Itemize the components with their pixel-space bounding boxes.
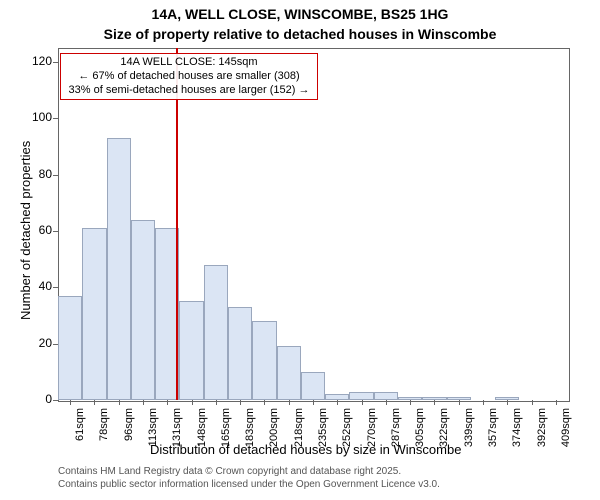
x-tick-label: 113sqm bbox=[147, 408, 159, 458]
y-tick-label: 120 bbox=[22, 54, 52, 68]
x-tick-label: 200sqm bbox=[268, 408, 280, 458]
y-tick-label: 40 bbox=[22, 279, 52, 293]
x-tick-label: 409sqm bbox=[560, 408, 572, 458]
histogram-bar bbox=[374, 392, 398, 400]
histogram-bar bbox=[179, 301, 203, 400]
histogram-bar bbox=[349, 392, 373, 400]
x-tick-label: 287sqm bbox=[390, 408, 402, 458]
y-tick-label: 80 bbox=[22, 167, 52, 181]
chart-title-address: 14A, WELL CLOSE, WINSCOMBE, BS25 1HG bbox=[0, 6, 600, 22]
histogram-bar bbox=[398, 397, 422, 400]
annotation-box: 14A WELL CLOSE: 145sqm ← 67% of detached… bbox=[60, 53, 318, 100]
annotation-line: 14A WELL CLOSE: 145sqm bbox=[65, 56, 313, 70]
x-tick-label: 131sqm bbox=[171, 408, 183, 458]
x-tick-label: 96sqm bbox=[123, 408, 135, 458]
annotation-line: ← 67% of detached houses are smaller (30… bbox=[65, 70, 313, 84]
histogram-bar bbox=[58, 296, 82, 400]
x-tick-label: 148sqm bbox=[196, 408, 208, 458]
annotation-line: 33% of semi-detached houses are larger (… bbox=[65, 84, 313, 98]
histogram-bar bbox=[252, 321, 276, 400]
property-size-chart: 14A, WELL CLOSE, WINSCOMBE, BS25 1HG Siz… bbox=[0, 0, 600, 500]
histogram-bar bbox=[204, 265, 228, 400]
attribution-line: Contains HM Land Registry data © Crown c… bbox=[58, 466, 401, 477]
histogram-bar bbox=[228, 307, 252, 400]
x-tick-label: 183sqm bbox=[244, 408, 256, 458]
histogram-bar bbox=[447, 397, 471, 400]
histogram-bar bbox=[325, 394, 349, 400]
histogram-bar bbox=[422, 397, 446, 400]
histogram-bar bbox=[301, 372, 325, 400]
attribution-line: Contains public sector information licen… bbox=[58, 479, 440, 490]
histogram-bar bbox=[277, 346, 301, 400]
histogram-bar bbox=[131, 220, 155, 400]
x-tick-label: 252sqm bbox=[341, 408, 353, 458]
x-tick-label: 322sqm bbox=[438, 408, 450, 458]
reference-line bbox=[176, 48, 178, 400]
y-tick-label: 60 bbox=[22, 223, 52, 237]
x-tick-label: 165sqm bbox=[220, 408, 232, 458]
x-tick-label: 357sqm bbox=[487, 408, 499, 458]
x-tick-label: 339sqm bbox=[463, 408, 475, 458]
x-tick-label: 61sqm bbox=[74, 408, 86, 458]
y-tick-label: 0 bbox=[22, 392, 52, 406]
x-tick-label: 218sqm bbox=[293, 408, 305, 458]
y-tick-label: 100 bbox=[22, 110, 52, 124]
histogram-bar bbox=[107, 138, 131, 400]
histogram-bar bbox=[82, 228, 106, 400]
x-tick-label: 392sqm bbox=[536, 408, 548, 458]
chart-title-desc: Size of property relative to detached ho… bbox=[0, 26, 600, 42]
y-tick-label: 20 bbox=[22, 336, 52, 350]
x-tick-label: 78sqm bbox=[98, 408, 110, 458]
x-tick-label: 305sqm bbox=[414, 408, 426, 458]
x-tick-label: 374sqm bbox=[511, 408, 523, 458]
x-tick-label: 270sqm bbox=[366, 408, 378, 458]
x-tick-label: 235sqm bbox=[317, 408, 329, 458]
histogram-bar bbox=[495, 397, 519, 400]
